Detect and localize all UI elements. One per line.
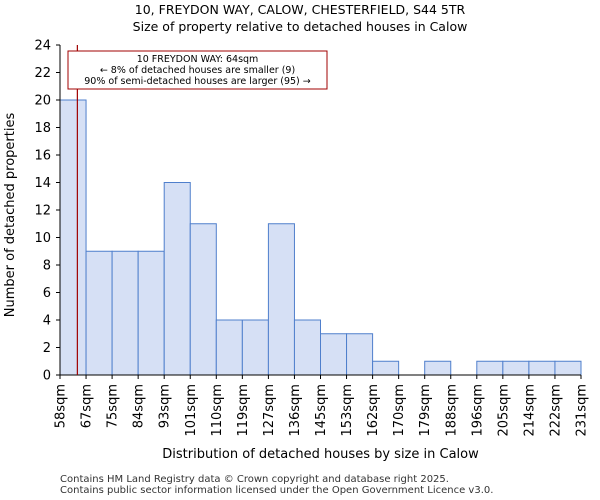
bar-153sqm (346, 333, 374, 376)
x-tick-label: 196sqm (470, 384, 485, 437)
x-tick-label: 136sqm (288, 384, 303, 437)
x-tick-label: 67sqm (80, 384, 95, 428)
annotation-box (67, 50, 328, 90)
bar-205sqm (502, 360, 530, 376)
x-tick-label: 214sqm (522, 384, 537, 437)
x-tick-label: 75sqm (106, 384, 121, 428)
bar-196sqm (476, 360, 504, 376)
bar-127sqm (267, 223, 295, 376)
bar-84sqm (137, 250, 165, 376)
y-tick-label: 14 (34, 176, 51, 191)
y-tick-label: 18 (34, 121, 51, 136)
x-tick-label: 110sqm (210, 384, 225, 437)
y-tick-label: 22 (34, 66, 51, 81)
y-tick-label: 10 (34, 231, 51, 246)
x-tick-label: 170sqm (392, 384, 407, 437)
footer-licence: Contains public sector information licen… (60, 485, 494, 496)
x-tick-label: 127sqm (262, 384, 277, 437)
bar-179sqm (424, 360, 452, 376)
chart-subtitle: Size of property relative to detached ho… (132, 19, 468, 34)
bar-93sqm (163, 182, 191, 376)
x-axis-label: Distribution of detached houses by size … (162, 447, 479, 462)
y-axis-label: Number of detached properties (3, 113, 18, 318)
x-tick-label: 231sqm (575, 384, 590, 437)
bar-101sqm (189, 223, 217, 376)
x-tick-label: 58sqm (54, 384, 69, 428)
annotation-line-2: ← 8% of detached houses are smaller (9) (100, 65, 295, 76)
bar-222sqm (554, 360, 582, 376)
chart-title: 10, FREYDON WAY, CALOW, CHESTERFIELD, S4… (134, 2, 466, 17)
y-tick-label: 6 (43, 286, 51, 301)
bar-67sqm (85, 250, 113, 376)
x-tick-label: 153sqm (340, 384, 355, 437)
annotation-line-3: 90% of semi-detached houses are larger (… (84, 76, 311, 87)
x-tick-label: 188sqm (444, 384, 459, 437)
y-tick-label: 12 (34, 204, 51, 219)
x-tick-label: 119sqm (236, 384, 251, 437)
y-tick-label: 4 (43, 314, 51, 329)
y-tick-label: 20 (34, 94, 51, 109)
bar-110sqm (215, 319, 243, 376)
y-tick-label: 24 (34, 39, 51, 54)
bar-119sqm (241, 319, 269, 376)
y-tick-label: 16 (34, 149, 51, 164)
x-tick-label: 93sqm (158, 384, 173, 428)
x-tick-label: 162sqm (366, 384, 381, 437)
bar-75sqm (111, 250, 139, 376)
bar-58sqm (59, 99, 87, 376)
x-tick-label: 145sqm (314, 384, 329, 437)
x-tick-label: 84sqm (132, 384, 147, 428)
annotation-line-1: 10 FREYDON WAY: 64sqm (137, 54, 259, 65)
x-tick-label: 205sqm (496, 384, 511, 437)
bar-145sqm (320, 333, 348, 376)
x-tick-label: 222sqm (548, 384, 563, 437)
y-tick-label: 2 (43, 341, 51, 356)
y-tick-label: 8 (43, 259, 51, 274)
x-tick-label: 101sqm (184, 384, 199, 437)
footer-copyright: Contains HM Land Registry data © Crown c… (60, 474, 449, 485)
x-tick-label: 179sqm (418, 384, 433, 437)
bar-136sqm (293, 319, 322, 376)
y-tick-label: 0 (43, 369, 51, 384)
bar-214sqm (528, 360, 556, 376)
bar-162sqm (372, 360, 400, 376)
